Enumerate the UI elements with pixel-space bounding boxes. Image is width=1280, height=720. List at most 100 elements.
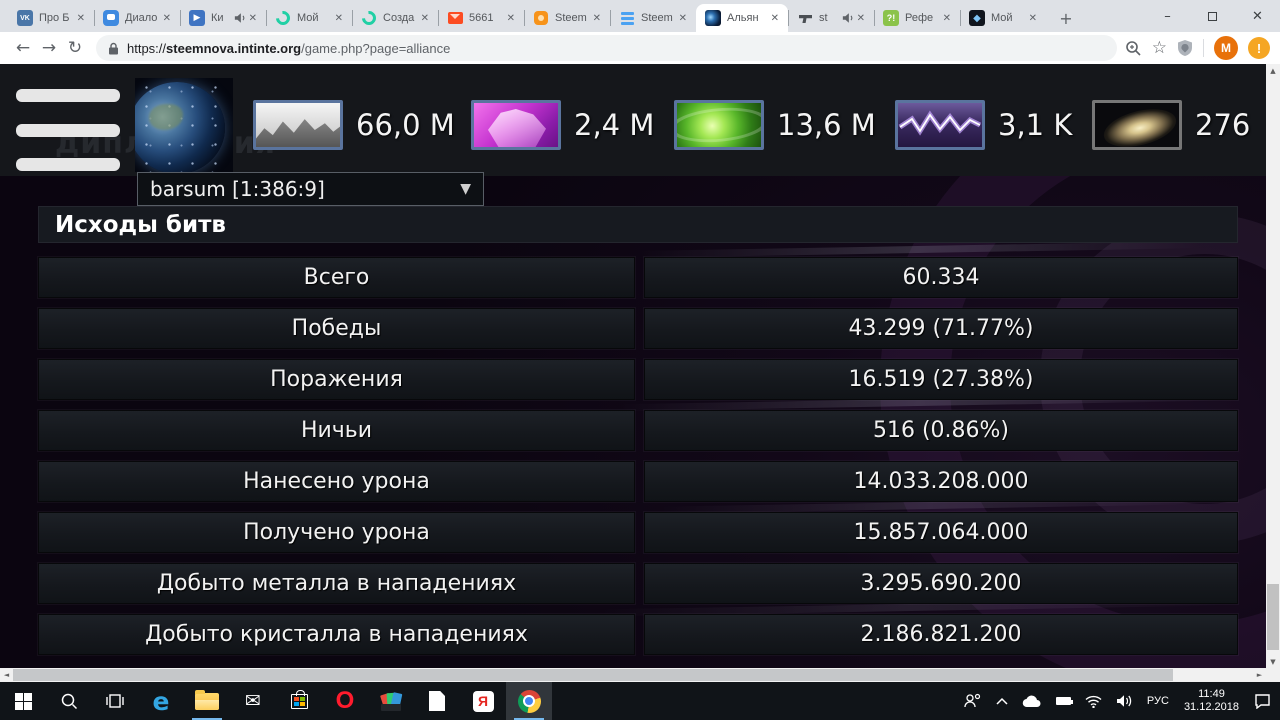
steem-blue-icon (620, 11, 634, 25)
close-icon[interactable]: ✕ (248, 12, 257, 24)
tab-mail[interactable]: 5661 ✕ (438, 4, 524, 32)
starfield (135, 78, 233, 172)
tab-referral[interactable]: ?! Рефе ✕ (874, 4, 960, 32)
taskbar-search-button[interactable] (46, 682, 92, 720)
reload-button[interactable]: ↻ (67, 38, 83, 58)
volume-button[interactable] (1111, 694, 1138, 708)
menu-button-1[interactable] (16, 89, 120, 102)
close-icon[interactable]: ✕ (942, 12, 951, 24)
row-label: Победы (38, 308, 635, 349)
browser-toolbar: ← → ↻ https://steemnova.intinte.org/game… (0, 32, 1280, 64)
taskbar-clock[interactable]: 11:49 31.12.2018 (1178, 688, 1245, 714)
mail-app-button[interactable]: ✉ (230, 682, 276, 720)
planet-selector-dropdown[interactable]: barsum [1:386:9] ▼ (137, 172, 484, 206)
dark-matter-value: 276 (1195, 108, 1251, 142)
clock-time: 11:49 (1198, 688, 1225, 700)
close-icon[interactable]: ✕ (334, 12, 343, 24)
extension-shield-icon[interactable] (1177, 39, 1193, 57)
toolbar-divider (1203, 39, 1204, 57)
new-tab-button[interactable]: + (1059, 8, 1073, 28)
tab-title: Созда (383, 12, 415, 24)
scroll-down-icon[interactable]: ▼ (1270, 657, 1276, 666)
people-button[interactable] (959, 693, 987, 709)
task-view-button[interactable] (92, 682, 138, 720)
tray-overflow-button[interactable] (991, 697, 1013, 705)
tab-steemit-my[interactable]: Мой ✕ (266, 4, 352, 32)
vertical-scrollbar[interactable]: ▲ ▼ (1266, 64, 1280, 668)
tab-dialogs[interactable]: Диало ✕ (94, 4, 180, 32)
vertical-scrollbar-thumb[interactable] (1267, 584, 1279, 650)
volume-icon (1116, 695, 1132, 707)
store-button[interactable] (276, 682, 322, 720)
tab-alliance-active[interactable]: Альян ✕ (696, 4, 788, 32)
bookmark-star-icon[interactable]: ☆ (1151, 38, 1167, 58)
table-row: Получено урона 15.857.064.000 (38, 512, 1238, 553)
apps-icon (380, 691, 403, 711)
window-minimize-button[interactable]: – (1164, 8, 1171, 24)
horizontal-scrollbar-thumb[interactable] (13, 669, 1173, 681)
dark-matter-icon[interactable] (1092, 100, 1182, 150)
close-icon[interactable]: ✕ (162, 12, 171, 24)
forward-button[interactable]: → (41, 38, 57, 58)
action-center-button[interactable] (1249, 693, 1276, 709)
start-button[interactable] (0, 682, 46, 720)
tab-audio-icon[interactable] (234, 12, 246, 24)
onedrive-button[interactable] (1017, 695, 1047, 708)
menu-button-3[interactable] (16, 158, 120, 171)
clock-date: 31.12.2018 (1183, 701, 1239, 713)
tab-my-shield[interactable]: ◆ Мой ✕ (960, 4, 1046, 32)
menu-button-2[interactable] (16, 124, 120, 137)
tab-title: Мой (297, 12, 319, 24)
cloud-icon (1022, 695, 1041, 707)
opera-button[interactable]: O (322, 682, 368, 720)
tab-st-audio[interactable]: st ✕ (788, 4, 874, 32)
row-value: 516 (0.86%) (644, 410, 1238, 451)
tab-steem-1[interactable]: Steem ✕ (524, 4, 610, 32)
address-bar[interactable]: https://steemnova.intinte.org/game.php?p… (96, 35, 1117, 61)
edge-button[interactable]: e (138, 682, 184, 720)
apps-button[interactable] (368, 682, 414, 720)
browser-tab-strip: VK Про Б ✕ Диало ✕ ▶ Ки ✕ Мой ✕ Созда ✕ … (0, 0, 1280, 32)
tab-vk[interactable]: VK Про Б ✕ (8, 4, 94, 32)
scroll-up-icon[interactable]: ▲ (1270, 66, 1276, 75)
edge-icon: e (152, 686, 170, 716)
network-button[interactable] (1080, 695, 1107, 708)
close-icon[interactable]: ✕ (420, 12, 429, 24)
close-icon[interactable]: ✕ (770, 12, 779, 24)
energy-icon[interactable] (895, 100, 985, 150)
file-explorer-button[interactable] (184, 682, 230, 720)
close-icon[interactable]: ✕ (678, 12, 687, 24)
horizontal-scrollbar[interactable]: ◄ ► (0, 668, 1280, 682)
profile-avatar[interactable]: M (1214, 36, 1238, 60)
battery-button[interactable] (1051, 697, 1076, 705)
close-icon[interactable]: ✕ (592, 12, 601, 24)
resource-metal: 66,0 M (253, 100, 455, 150)
notepad-button[interactable] (414, 682, 460, 720)
close-icon[interactable]: ✕ (1028, 12, 1037, 24)
close-icon[interactable]: ✕ (856, 12, 865, 24)
close-icon[interactable]: ✕ (76, 12, 85, 24)
tab-video[interactable]: ▶ Ки ✕ (180, 4, 266, 32)
language-indicator[interactable]: РУС (1146, 695, 1169, 707)
crystal-icon[interactable] (471, 100, 561, 150)
scroll-right-icon[interactable]: ► (1256, 671, 1263, 679)
yandex-browser-button[interactable]: Я (460, 682, 506, 720)
tab-steem-2[interactable]: Steem ✕ (610, 4, 696, 32)
back-button[interactable]: ← (15, 38, 31, 58)
gun-icon (798, 15, 812, 23)
chrome-button[interactable] (506, 682, 552, 720)
zoom-icon[interactable] (1125, 40, 1142, 57)
row-value: 60.334 (644, 257, 1238, 298)
tab-steemit-create[interactable]: Созда ✕ (352, 4, 438, 32)
window-close-button[interactable]: ✕ (1252, 8, 1263, 24)
scroll-left-icon[interactable]: ◄ (3, 671, 10, 679)
resource-crystal: 2,4 M (471, 100, 654, 150)
window-restore-button[interactable] (1190, 0, 1235, 32)
opera-icon: O (335, 687, 355, 714)
close-icon[interactable]: ✕ (506, 12, 515, 24)
metal-icon[interactable] (253, 100, 343, 150)
tab-title: Steem (641, 12, 673, 24)
tab-audio-icon[interactable] (842, 12, 854, 24)
update-warning-icon[interactable]: ! (1248, 37, 1270, 59)
deuterium-icon[interactable] (674, 100, 764, 150)
